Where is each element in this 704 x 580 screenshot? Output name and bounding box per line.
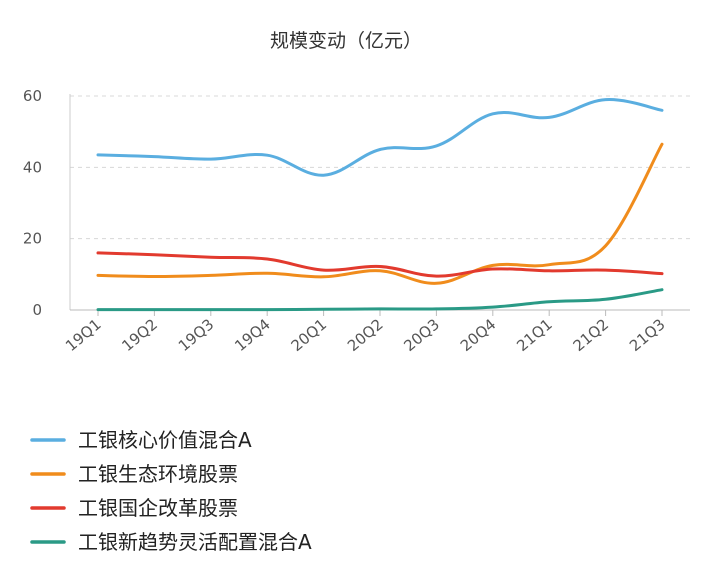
legend-label: 工银新趋势灵活配置混合A [78, 530, 312, 554]
y-tick-label: 20 [23, 230, 42, 248]
legend-label: 工银国企改革股票 [78, 496, 238, 520]
x-tick-label: 21Q2 [570, 315, 613, 355]
x-tick-label: 20Q4 [457, 315, 500, 355]
y-tick-label: 40 [23, 158, 42, 176]
x-tick-label: 19Q1 [62, 315, 105, 355]
x-tick-label: 19Q2 [118, 315, 161, 355]
x-tick-label: 20Q2 [344, 315, 387, 355]
x-tick-label: 19Q4 [231, 315, 274, 355]
series-line-4 [96, 288, 664, 312]
series-line-3 [96, 251, 664, 278]
grid [70, 95, 690, 240]
x-tick-label: 20Q1 [288, 315, 331, 355]
x-tick-label: 21Q1 [513, 315, 556, 355]
chart-title: 规模变动（亿元） [270, 30, 422, 52]
y-tick-label: 0 [32, 301, 42, 319]
series-line-2 [96, 142, 664, 285]
y-tick-label: 60 [23, 87, 42, 105]
y-ticks: 0 20 40 60 [23, 87, 42, 319]
x-tick-label: 20Q3 [400, 315, 443, 355]
series-lines [96, 98, 664, 312]
series-line-1 [96, 98, 664, 177]
x-ticks: 19Q1 19Q2 19Q3 19Q4 20Q1 20Q2 20Q3 20Q4 21Q1 21Q2… [62, 310, 669, 355]
x-tick-label: 19Q3 [175, 315, 218, 355]
x-tick-label: 21Q3 [626, 315, 669, 355]
legend-label: 工银核心价值混合A [78, 428, 252, 452]
legend-label: 工银生态环境股票 [78, 462, 238, 486]
